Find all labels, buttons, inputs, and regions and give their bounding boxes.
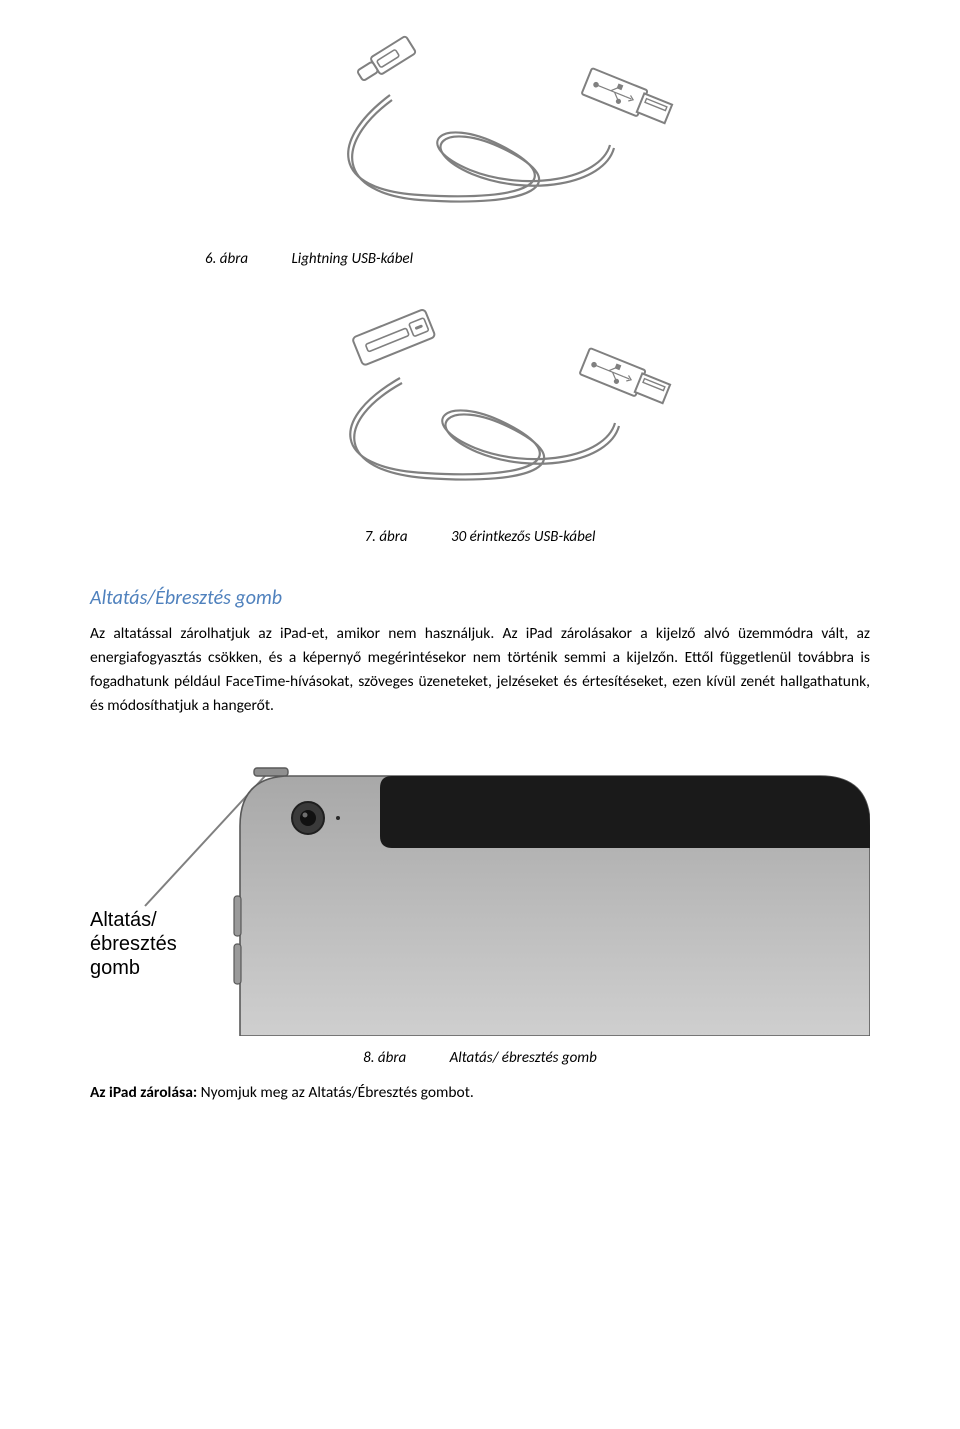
lock-lead: Az iPad zárolása: — [90, 1083, 197, 1102]
section-title: Altatás/Ébresztés gomb — [90, 586, 870, 610]
lock-rest: Nyomjuk meg az Altatás/Ébresztés gombot. — [197, 1083, 474, 1102]
ipad-body — [234, 768, 870, 1036]
30pin-cable-illustration — [270, 308, 690, 508]
fig7-number: 7. ábra — [365, 528, 448, 546]
figure-30pin-cable — [90, 308, 870, 513]
fig8-title: Altatás/ ébresztés gomb — [450, 1049, 597, 1067]
body-paragraph: Az altatással zárolhatjuk az iPad-et, am… — [90, 622, 870, 718]
ipad-callout-label: Altatás/ ébresztés gomb — [90, 909, 182, 979]
figure-ipad-sleep-wake: Altatás/ ébresztés gomb — [90, 736, 870, 1041]
ipad-sleep-wake-illustration: Altatás/ ébresztés gomb — [90, 736, 870, 1036]
figure-lightning-cable — [90, 30, 870, 235]
lock-instruction: Az iPad zárolása: Nyomjuk meg az Altatás… — [90, 1081, 870, 1105]
fig6-number: 6. ábra — [90, 250, 288, 268]
caption-figure-7: 7. ábra 30 érintkezős USB-kábel — [90, 528, 870, 546]
lightning-cable-illustration — [270, 30, 690, 230]
fig6-title: Lightning USB-kábel — [291, 250, 413, 268]
caption-figure-6: 6. ábra Lightning USB-kábel — [90, 250, 870, 268]
fig7-title: 30 érintkezős USB-kábel — [451, 528, 595, 546]
caption-figure-8: 8. ábra Altatás/ ébresztés gomb — [90, 1049, 870, 1067]
fig8-number: 8. ábra — [363, 1049, 446, 1067]
